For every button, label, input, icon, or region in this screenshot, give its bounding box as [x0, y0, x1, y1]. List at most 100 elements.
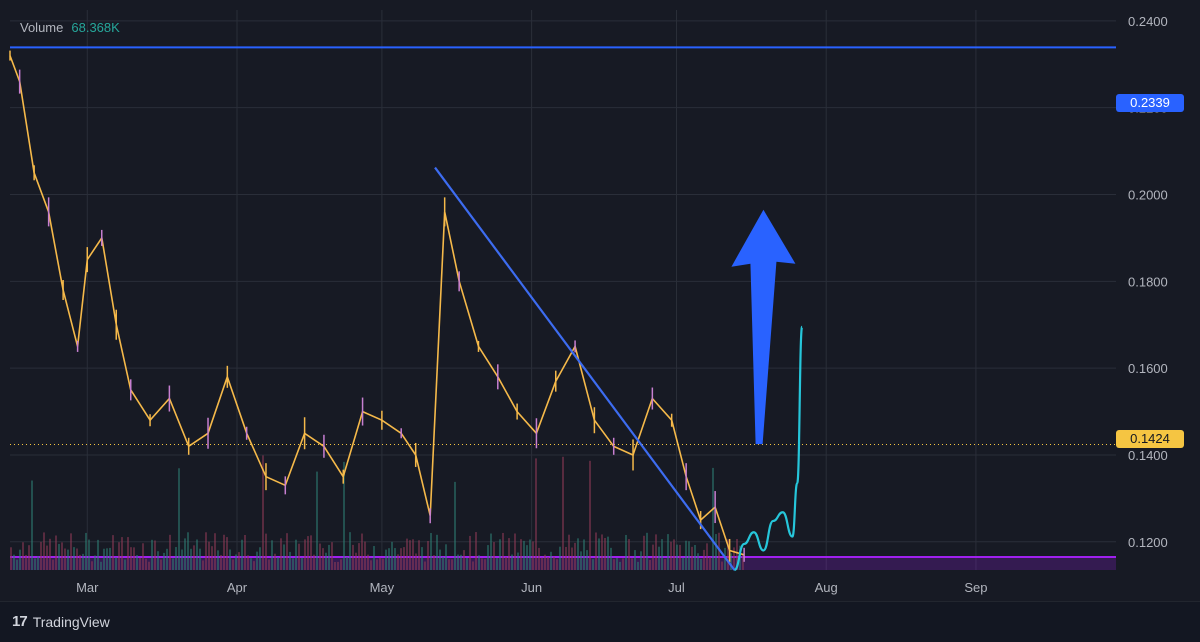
volume-bar — [46, 545, 48, 570]
volume-bar — [217, 550, 219, 570]
volume-bar — [31, 480, 33, 570]
volume-bar — [655, 534, 657, 570]
volume-bar — [118, 542, 120, 570]
volume-bar — [28, 545, 30, 570]
volume-bar — [49, 538, 51, 570]
volume-bar — [415, 553, 417, 570]
volume-bar — [142, 543, 144, 570]
volume-bar — [526, 545, 528, 570]
volume-bar — [235, 554, 237, 570]
volume-bar — [688, 541, 690, 570]
volume-bar — [190, 548, 192, 570]
volume-bar — [289, 551, 291, 570]
volume-bar — [406, 538, 408, 570]
volume-bar — [571, 547, 573, 570]
volume-bar — [334, 561, 336, 570]
volume-bar — [472, 561, 474, 570]
tradingview-logo-icon: 17 — [12, 613, 28, 630]
volume-bar — [445, 544, 447, 570]
volume-bar — [388, 548, 390, 570]
volume-bar — [349, 532, 351, 570]
volume-bar — [343, 461, 345, 570]
volume-bar — [286, 533, 288, 570]
volume-bar — [538, 547, 540, 570]
x-tick-label: Apr — [227, 580, 248, 595]
volume-bar — [532, 541, 534, 570]
x-tick-label: Aug — [815, 580, 838, 595]
volume-bar — [112, 535, 114, 570]
volume-bar — [166, 548, 168, 570]
volume-bar — [727, 539, 729, 570]
volume-bar — [622, 558, 624, 570]
volume-bar — [559, 546, 561, 570]
volume-bar — [277, 557, 279, 570]
volume-bar — [592, 559, 594, 570]
y-tick-label: 0.1800 — [1128, 274, 1168, 289]
volume-bar — [604, 538, 606, 570]
volume-bar — [421, 547, 423, 570]
volume-bar — [418, 540, 420, 570]
volume-bar — [157, 551, 159, 570]
volume-bar — [130, 547, 132, 570]
volume-bar — [709, 556, 711, 570]
volume-bar — [397, 554, 399, 570]
volume-bar — [109, 547, 111, 570]
volume-bar — [43, 532, 45, 570]
volume-bar — [475, 532, 477, 570]
volume-bar — [358, 543, 360, 570]
volume-bar — [568, 534, 570, 570]
price-line — [9, 55, 745, 556]
volume-bar — [607, 536, 609, 570]
volume-bar — [403, 547, 405, 570]
volume-bar — [10, 547, 12, 570]
volume-bar — [490, 533, 492, 570]
volume-bar — [94, 555, 96, 570]
volume-bar — [214, 533, 216, 570]
volume-bar — [154, 540, 156, 570]
volume-bar — [298, 543, 300, 570]
volume-bar — [238, 552, 240, 570]
volume-bar — [496, 558, 498, 570]
volume-bar — [484, 559, 486, 570]
volume-bar — [610, 547, 612, 570]
volume-bar — [634, 550, 636, 570]
volume-bar — [271, 540, 273, 570]
volume-bar — [121, 537, 123, 570]
volume-bar — [274, 553, 276, 570]
resistance-price-tag: 0.2339 — [1116, 94, 1184, 112]
volume-bar — [253, 561, 255, 570]
volume-bar — [331, 542, 333, 570]
volume-bar — [478, 555, 480, 570]
volume-bar — [547, 556, 549, 570]
volume-bar — [370, 560, 372, 570]
volume-bar — [82, 553, 84, 570]
volume-bar — [325, 552, 327, 570]
brand[interactable]: 17 TradingView — [12, 613, 110, 630]
volume-bar — [598, 538, 600, 570]
volume-bar — [433, 555, 435, 570]
up-arrow-icon — [731, 209, 796, 445]
volume-bar — [40, 541, 42, 570]
volume-bar — [706, 543, 708, 570]
volume-bar — [379, 557, 381, 570]
volume-bar — [316, 471, 318, 570]
volume-bar — [310, 535, 312, 570]
volume-bar — [529, 539, 531, 570]
volume-bar — [487, 545, 489, 570]
volume-bar — [79, 554, 81, 570]
volume-bar — [550, 551, 552, 570]
price-chart[interactable]: 0.24000.22000.20000.18000.16000.14000.12… — [0, 0, 1200, 600]
volume-bar — [574, 542, 576, 570]
volume-bar — [523, 540, 525, 570]
volume-bar — [391, 541, 393, 570]
volume-bar — [661, 539, 663, 570]
volume-bar — [544, 554, 546, 570]
volume-bar — [223, 534, 225, 570]
volume-bar — [160, 559, 162, 570]
volume-bar — [295, 539, 297, 570]
volume-bar — [55, 535, 57, 570]
volume-bar — [199, 548, 201, 570]
volume-bar — [565, 546, 567, 570]
volume-bar — [637, 561, 639, 570]
volume-bar — [385, 549, 387, 570]
